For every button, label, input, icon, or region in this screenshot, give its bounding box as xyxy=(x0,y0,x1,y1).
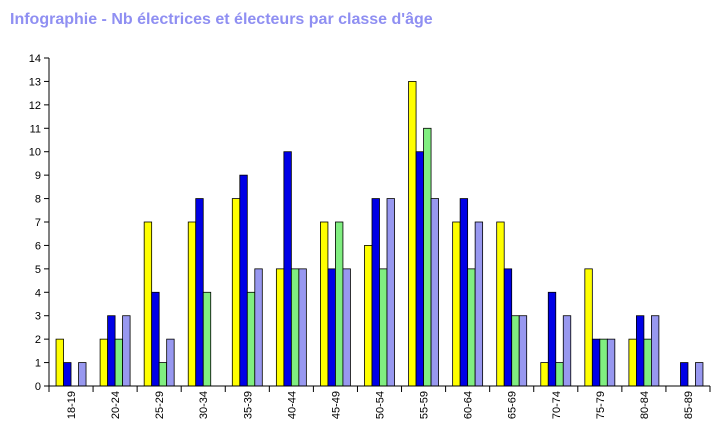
x-tick-label: 20-24 xyxy=(110,391,122,419)
bar-45-49-s4 xyxy=(342,268,351,387)
y-tick-label: 10 xyxy=(29,147,41,159)
bar-60-64-s2 xyxy=(459,198,469,387)
x-tick-label: 25-29 xyxy=(154,391,166,419)
y-tick-label: 14 xyxy=(29,53,41,65)
x-tick-label: 35-39 xyxy=(242,391,254,419)
y-tick-label: 11 xyxy=(30,123,41,135)
bar-75-79-s2 xyxy=(591,338,601,387)
x-tick-label: 60-64 xyxy=(463,391,475,419)
bar-25-29-s4 xyxy=(166,338,175,387)
y-tick-label: 0 xyxy=(35,381,41,393)
bar-55-59-s3 xyxy=(423,127,432,387)
y-tick-label: 4 xyxy=(35,287,41,299)
y-tick-label: 5 xyxy=(35,264,41,276)
bar-25-29-s1 xyxy=(143,221,153,387)
bar-45-49-s1 xyxy=(320,221,329,387)
bar-25-29-s3 xyxy=(158,362,168,387)
bar-60-64-s3 xyxy=(467,268,476,387)
x-tick-label: 40-44 xyxy=(286,391,298,419)
bar-75-79-s3 xyxy=(599,338,608,387)
bar-60-64-s4 xyxy=(474,221,484,387)
bar-40-44-s1 xyxy=(275,268,285,387)
bars-layer xyxy=(55,81,704,387)
bar-65-69-s3 xyxy=(511,315,520,387)
bar-50-54-s4 xyxy=(386,198,395,387)
bar-55-59-s2 xyxy=(415,151,424,387)
x-tick-label: 65-69 xyxy=(507,391,519,419)
y-tick-label: 2 xyxy=(35,334,41,346)
x-tick-label: 30-34 xyxy=(198,391,210,419)
bar-75-79-s1 xyxy=(584,268,593,387)
x-tick-label: 75-79 xyxy=(595,391,607,419)
x-tick-label: 45-49 xyxy=(330,391,342,419)
bar-65-69-s2 xyxy=(503,268,513,387)
bar-60-64-s1 xyxy=(452,221,461,387)
bar-20-24-s2 xyxy=(107,315,116,387)
bar-55-59-s1 xyxy=(408,81,417,387)
bar-18-19-s1 xyxy=(55,338,64,387)
bar-35-39-s1 xyxy=(231,198,241,387)
bar-80-84-s4 xyxy=(651,315,660,387)
y-tick-label: 12 xyxy=(29,100,41,112)
bar-65-69-s4 xyxy=(518,315,528,387)
y-tick-label: 6 xyxy=(35,240,41,252)
bar-80-84-s3 xyxy=(643,338,652,387)
bar-70-74-s2 xyxy=(547,291,557,387)
x-tick-label: 80-84 xyxy=(639,391,651,419)
bar-30-34-s1 xyxy=(187,221,197,387)
bar-75-79-s4 xyxy=(606,338,616,387)
bar-70-74-s4 xyxy=(562,315,572,387)
bar-40-44-s4 xyxy=(298,268,307,387)
x-tick-label: 70-74 xyxy=(551,391,563,419)
bar-85-89-s2 xyxy=(680,362,689,387)
bar-30-34-s2 xyxy=(195,198,204,387)
y-tick-label: 8 xyxy=(35,194,41,206)
bar-55-59-s4 xyxy=(430,198,439,387)
bar-80-84-s1 xyxy=(628,338,637,387)
bar-35-39-s4 xyxy=(254,268,263,387)
bar-35-39-s3 xyxy=(246,291,256,387)
bar-45-49-s2 xyxy=(327,268,336,387)
y-tick-label: 1 xyxy=(35,358,41,370)
bar-80-84-s2 xyxy=(636,315,645,387)
bar-20-24-s1 xyxy=(99,338,108,387)
y-tick-label: 9 xyxy=(35,170,41,182)
bar-50-54-s3 xyxy=(379,268,388,387)
bar-70-74-s3 xyxy=(555,362,564,387)
x-tick-label: 18-19 xyxy=(66,391,78,419)
bar-20-24-s4 xyxy=(122,315,131,387)
bar-50-54-s1 xyxy=(364,245,373,387)
y-tick-label: 3 xyxy=(35,311,41,323)
bar-70-74-s1 xyxy=(540,362,549,387)
bar-65-69-s1 xyxy=(496,221,505,387)
bar-20-24-s3 xyxy=(114,338,123,387)
x-tick-label: 50-54 xyxy=(375,391,387,419)
bar-40-44-s3 xyxy=(290,268,300,387)
x-tick-label: 85-89 xyxy=(683,391,695,419)
bar-85-89-s4 xyxy=(695,362,704,387)
bar-25-29-s2 xyxy=(151,291,160,387)
bar-40-44-s2 xyxy=(283,151,292,387)
y-tick-label: 13 xyxy=(29,76,41,88)
y-tick-label: 7 xyxy=(35,217,41,229)
bar-18-19-s4 xyxy=(78,362,87,387)
chart-title: Infographie - Nb électrices et électeurs… xyxy=(10,11,433,28)
x-tick-label: 55-59 xyxy=(419,391,431,419)
bar-18-19-s2 xyxy=(63,362,72,387)
bar-50-54-s2 xyxy=(371,198,380,387)
bar-35-39-s2 xyxy=(239,174,248,387)
bar-30-34-s3 xyxy=(202,291,212,387)
bar-45-49-s3 xyxy=(335,221,344,387)
